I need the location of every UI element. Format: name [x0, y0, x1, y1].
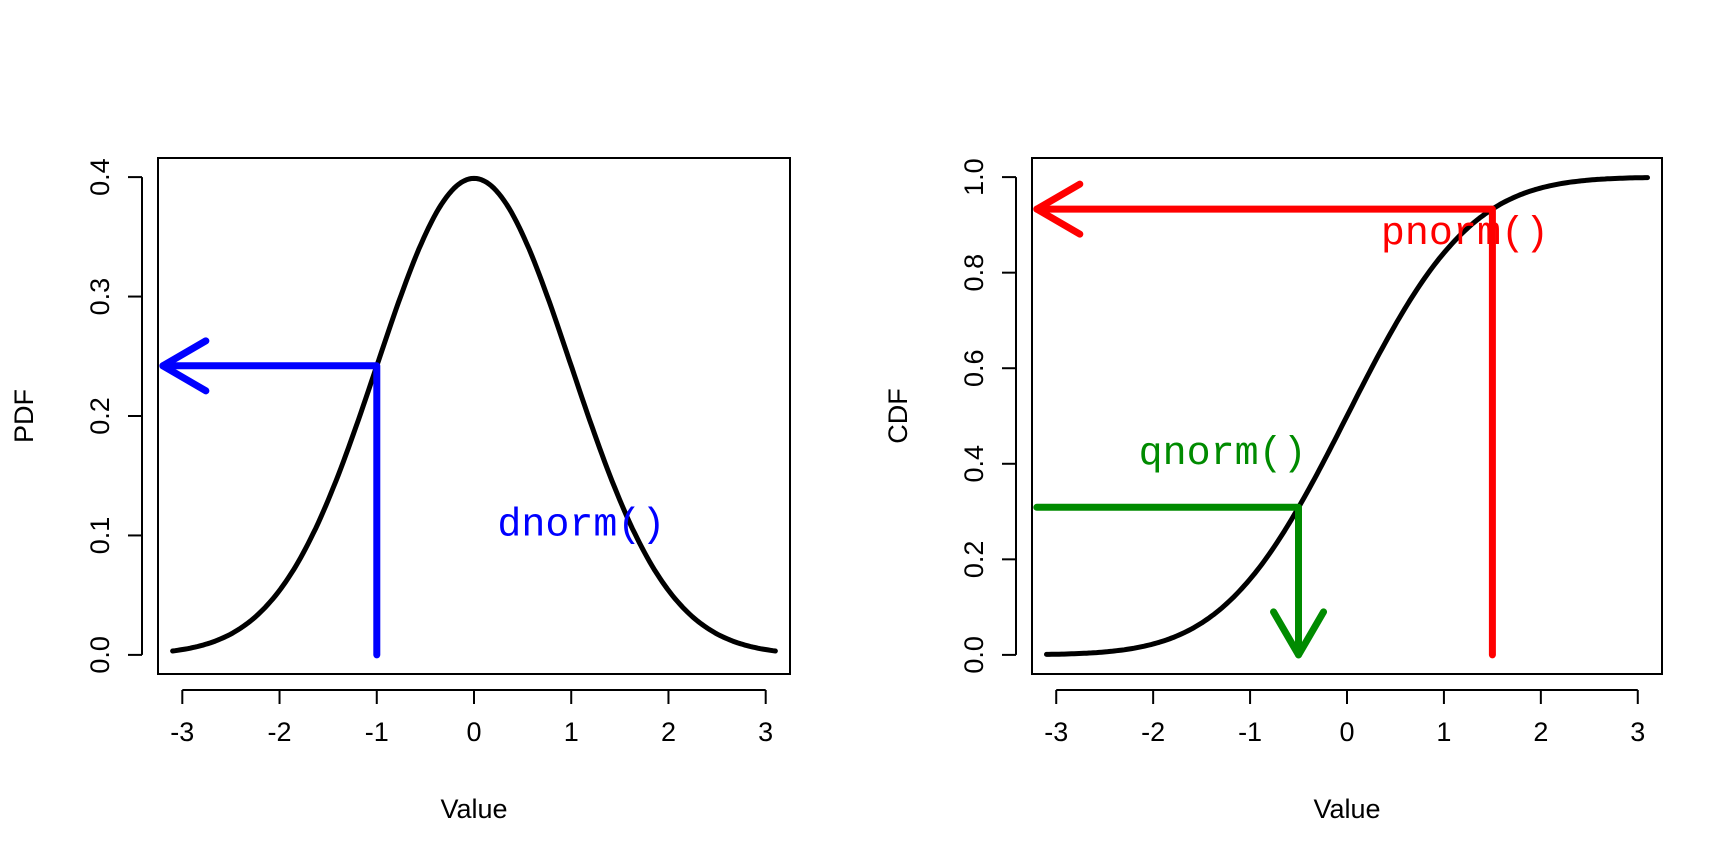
y-tick-label: 0.8: [959, 254, 989, 292]
y-tick-label: 0.6: [959, 349, 989, 387]
x-tick-label: 0: [1339, 717, 1354, 747]
plot-frame: [1031, 157, 1663, 675]
x-tick-label: 1: [1436, 717, 1451, 747]
x-tick-label: 3: [1630, 717, 1645, 747]
y-tick-label: 0.2: [85, 397, 115, 435]
y-tick-label: 0.3: [85, 278, 115, 316]
qnorm-arrow-line: [1033, 503, 1302, 659]
x-tick-label: -3: [170, 717, 194, 747]
y-tick-label: 0.1: [85, 517, 115, 555]
x-tick-label: 3: [758, 717, 773, 747]
pdf-curve: [170, 175, 778, 654]
pnorm-arrow-head: [1033, 180, 1084, 238]
cdf-panel: -3 -2 -1 0 1 2 3 0.0 0.2 0.4 0.6 0.8 1.0 Value CDF pnor…: [883, 157, 1663, 824]
y-axis-title: PDF: [9, 389, 39, 443]
plot-frame: [157, 157, 791, 675]
x-tick-label: -1: [365, 717, 389, 747]
cdf-curve: [1044, 175, 1650, 657]
pnorm-label: pnorm(): [1381, 212, 1549, 257]
x-tick-label: 2: [1533, 717, 1548, 747]
x-tick-label: -2: [1141, 717, 1165, 747]
dnorm-arrow-line: [159, 362, 381, 659]
y-tick-label: 1.0: [959, 158, 989, 196]
y-tick-label: 0.0: [959, 636, 989, 674]
x-tick-label: -1: [1238, 717, 1262, 747]
x-tick-label: 2: [661, 717, 676, 747]
qnorm-label: qnorm(): [1139, 432, 1307, 477]
pdf-panel: -3 -2 -1 0 1 2 3 0.0 0.1 0.2 0.3 0.4 Value PDF dnorm(): [9, 157, 791, 824]
qnorm-arrow-head: [1270, 608, 1328, 659]
x-axis-title: Value: [440, 794, 507, 824]
dnorm-arrow-head: [159, 337, 210, 395]
y-tick-label: 0.4: [85, 158, 115, 196]
dnorm-label: dnorm(): [497, 503, 665, 548]
y-tick-label: 0.4: [959, 445, 989, 483]
x-tick-label: -3: [1044, 717, 1068, 747]
x-axis-title: Value: [1313, 794, 1380, 824]
y-axis-title: CDF: [883, 388, 913, 444]
pnorm-arrow-line: [1033, 205, 1496, 659]
x-tick-label: 0: [466, 717, 481, 747]
y-tick-label: 0.2: [959, 541, 989, 579]
y-tick-label: 0.0: [85, 636, 115, 674]
x-tick-label: -2: [268, 717, 292, 747]
x-tick-label: 1: [564, 717, 579, 747]
